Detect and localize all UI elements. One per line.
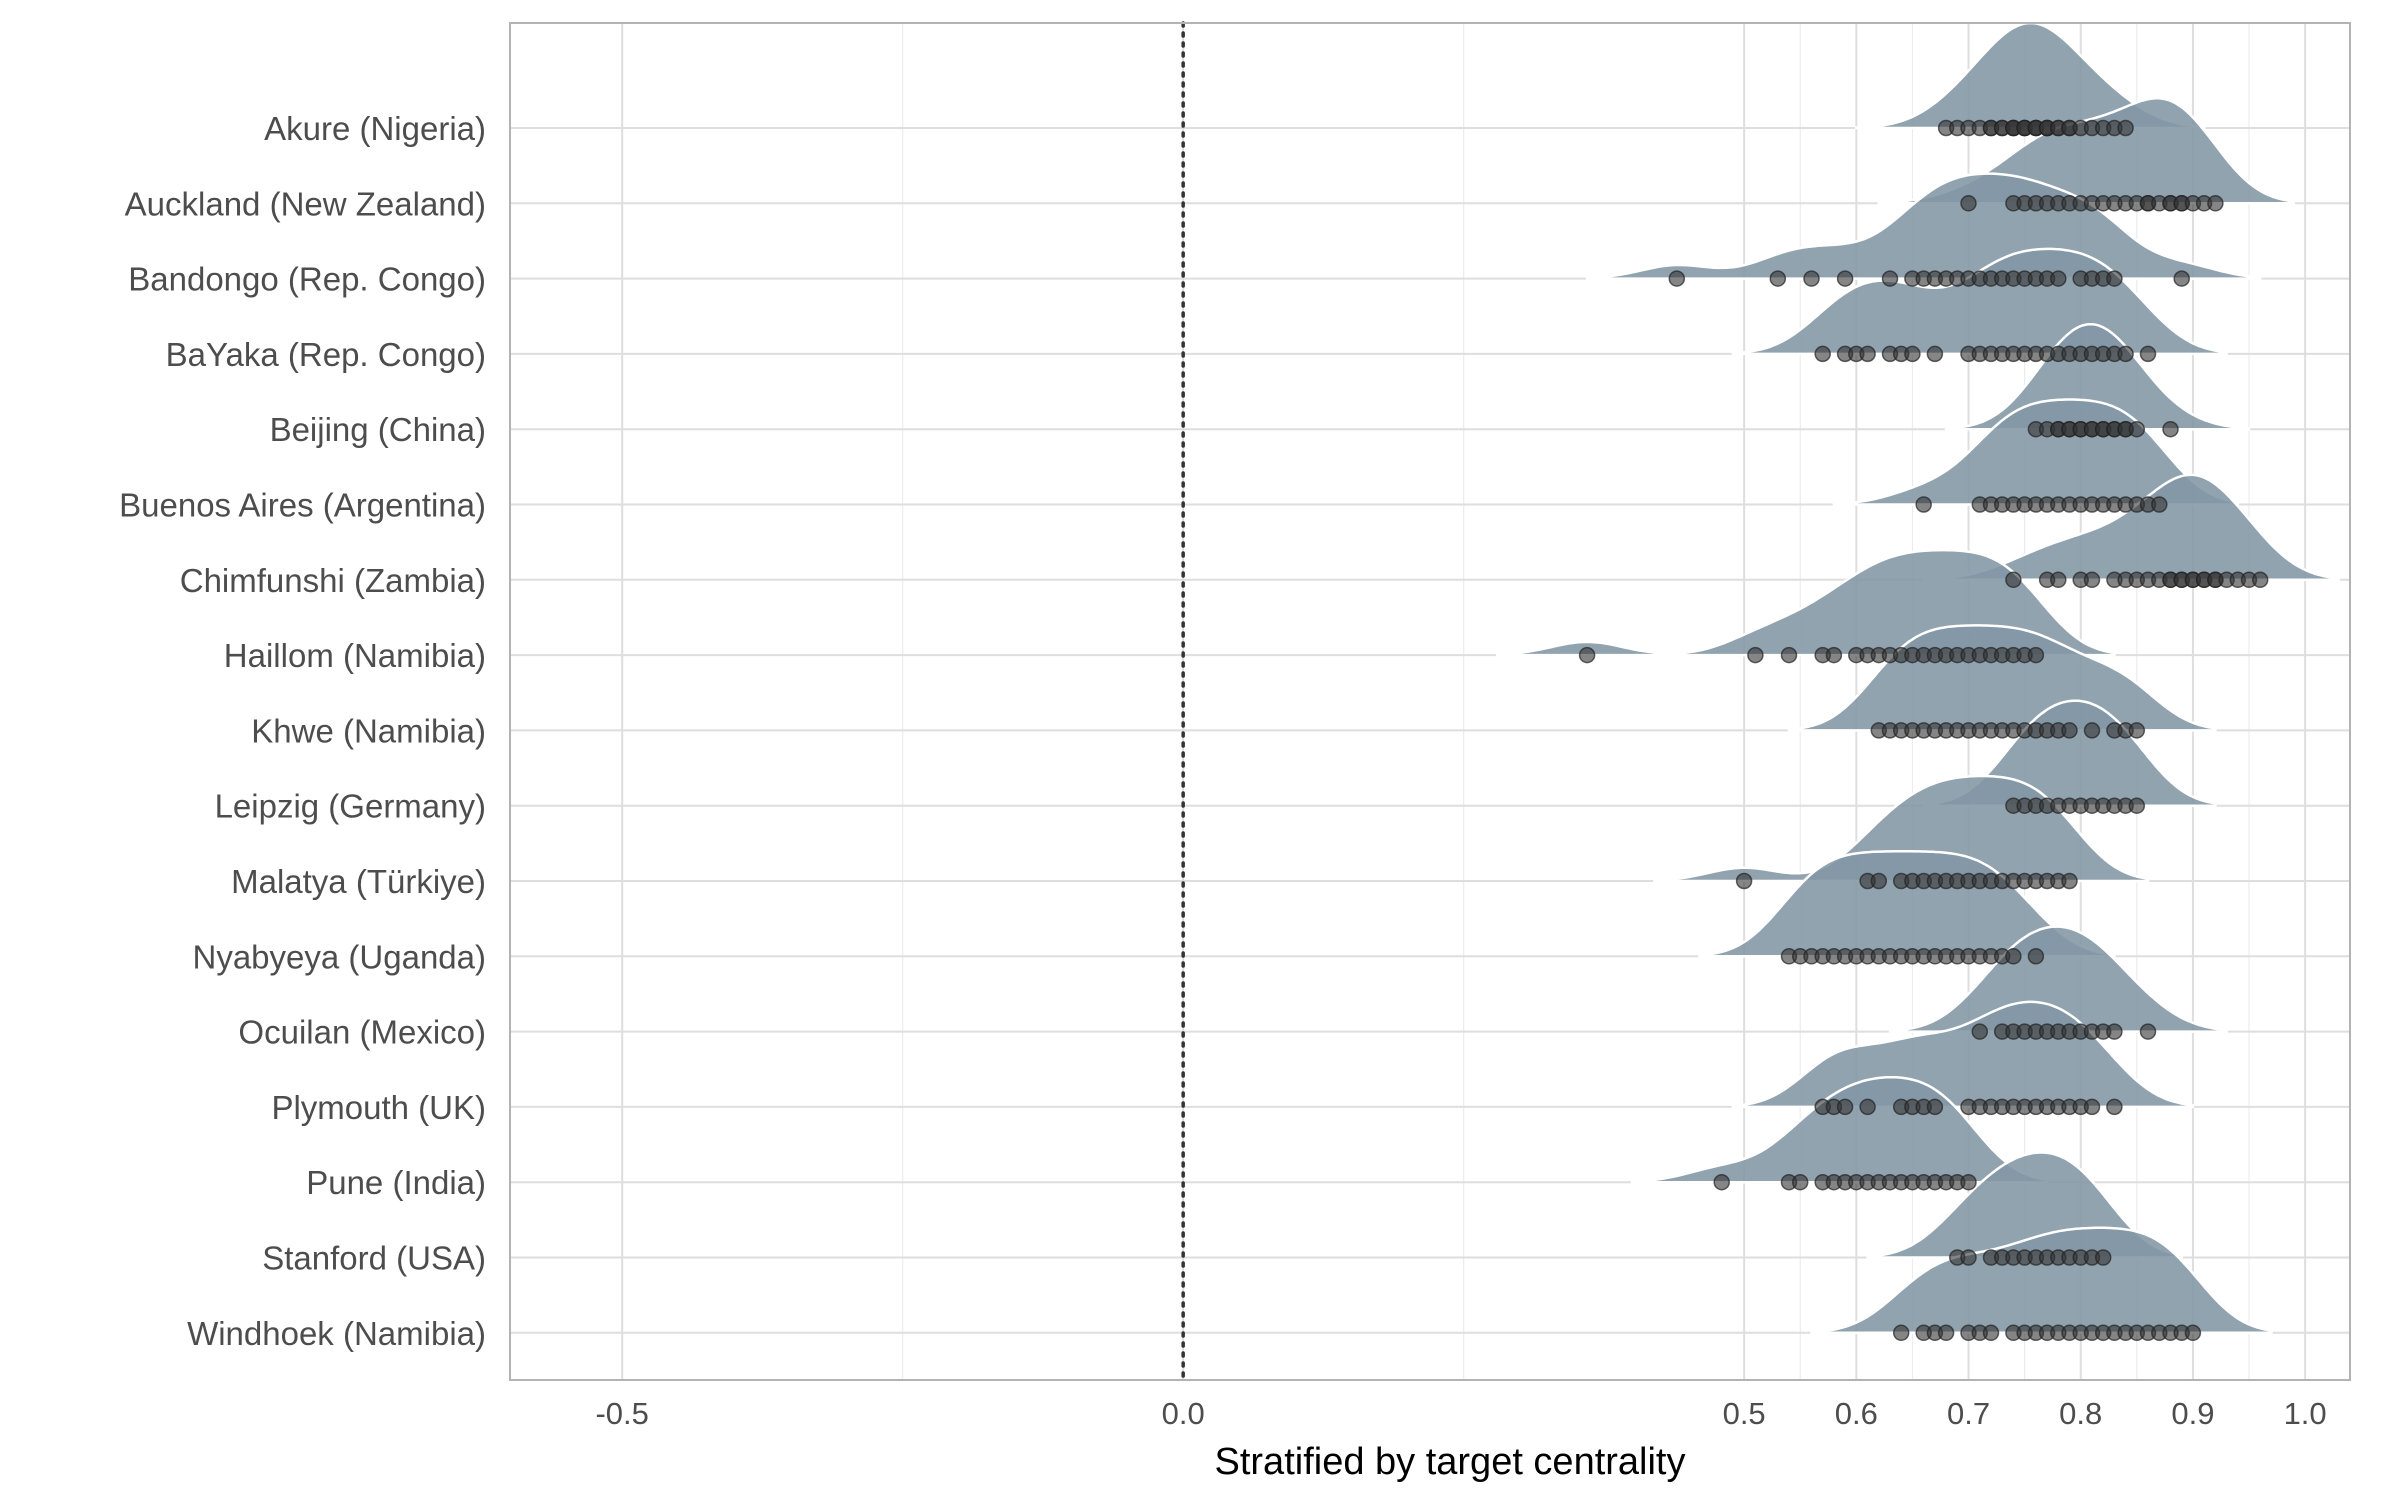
data-point [2139, 1023, 2157, 1040]
data-point [2083, 1098, 2101, 1116]
data-point [2061, 722, 2078, 739]
density-ridge [1787, 624, 2217, 732]
panel-border [509, 22, 2351, 1381]
data-point [2128, 420, 2146, 438]
data-point [2151, 496, 2168, 513]
data-point [2005, 571, 2022, 589]
y-tick-label: Auckland (New Zealand) [125, 185, 486, 222]
y-tick-label: Leipzig (Germany) [215, 788, 486, 825]
y-tick-label: Khwe (Namibia) [251, 712, 486, 749]
density-ridge [1630, 1075, 2049, 1184]
y-tick-label: Chimfunshi (Zambia) [180, 562, 486, 599]
y-tick-label: Malatya (Türkiye) [231, 863, 486, 900]
x-tick-label: 0.9 [2171, 1396, 2214, 1431]
data-point [1780, 646, 1798, 664]
x-tick-label: -0.5 [595, 1396, 648, 1431]
data-point [1960, 1249, 1977, 1266]
data-point [2128, 797, 2146, 814]
y-tick-label: Stanford (USA) [262, 1240, 486, 1277]
x-tick-label: 1.0 [2284, 1396, 2327, 1431]
data-point [1859, 1098, 1876, 1116]
y-tick-label: Haillom (Namibia) [224, 637, 486, 674]
y-tick-labels: Akure (Nigeria) Auckland (New Zealand) Ban… [119, 110, 486, 1352]
y-tick-label: Ocuilan (Mexico) [238, 1014, 486, 1051]
data-point [2083, 571, 2101, 589]
data-point [1971, 1023, 1989, 1040]
data-point [2050, 270, 2067, 287]
data-point [2128, 722, 2146, 739]
data-point [1825, 646, 1843, 664]
data-point [1803, 270, 1820, 287]
data-point [1926, 345, 1944, 363]
data-point [1769, 270, 1787, 287]
density-ridge [1698, 850, 2116, 958]
y-tick-label: Buenos Aires (Argentina) [119, 487, 486, 524]
x-tick-labels: -0.5 0.0 0.5 0.6 0.7 0.8 0.9 1.0 [595, 1396, 2326, 1431]
data-points [1578, 119, 2269, 1342]
density-ridges [1496, 21, 2341, 1335]
data-point [2106, 270, 2123, 287]
density-ridge [1944, 322, 2251, 431]
x-tick-label: 0.0 [1162, 1396, 1205, 1431]
data-point [1915, 496, 1932, 513]
data-point [1578, 646, 1596, 664]
y-tick-label: Plymouth (UK) [271, 1089, 486, 1126]
y-tick-label: Bandongo (Rep. Congo) [128, 261, 486, 298]
data-point [2050, 571, 2067, 589]
x-axis-title: Stratified by target centrality [1215, 1441, 1686, 1483]
data-point [1960, 1173, 1977, 1191]
density-ridge [1585, 172, 2262, 280]
y-tick-label: Beijing (China) [270, 411, 486, 448]
density-ridge [1810, 1226, 2273, 1335]
data-point [1836, 1098, 1854, 1116]
density-ridge [1888, 925, 2228, 1033]
data-point [1892, 1324, 1910, 1342]
y-tick-label: Pune (India) [306, 1164, 486, 1201]
data-point [1926, 1098, 1944, 1116]
data-point [1937, 1324, 1955, 1342]
data-point [1982, 1324, 2000, 1342]
data-point [1960, 195, 1977, 212]
data-point [2139, 345, 2157, 363]
y-tick-label: BaYaka (Rep. Congo) [166, 336, 486, 373]
data-point [2106, 1098, 2123, 1116]
data-point [2106, 1023, 2123, 1040]
data-point [1881, 270, 1899, 287]
data-point [2184, 1324, 2202, 1342]
data-point [2083, 722, 2101, 739]
data-point [2005, 948, 2022, 965]
x-tick-label: 0.5 [1723, 1396, 1766, 1431]
y-tick-label: Nyabyeya (Uganda) [193, 938, 487, 975]
data-point [2173, 270, 2190, 287]
data-point [2061, 872, 2078, 890]
data-point [1735, 872, 1753, 890]
data-point [1904, 345, 1921, 363]
x-tick-label: 0.8 [2059, 1396, 2102, 1431]
data-point [1747, 646, 1764, 664]
y-tick-label: Akure (Nigeria) [264, 110, 486, 147]
data-point [1791, 1173, 1809, 1191]
data-point [2251, 571, 2269, 589]
data-point [2207, 195, 2224, 212]
data-point [1870, 872, 1888, 890]
data-point [2094, 1249, 2112, 1266]
x-tick-label: 0.6 [1835, 1396, 1878, 1431]
data-point [2117, 345, 2134, 363]
data-point [2162, 420, 2179, 438]
y-tick-label: Windhoek (Namibia) [187, 1315, 486, 1352]
data-point [2027, 646, 2045, 664]
x-tick-label: 0.7 [1947, 1396, 1990, 1431]
data-point [1668, 270, 1686, 287]
data-point [1713, 1173, 1730, 1191]
data-point [2027, 948, 2045, 965]
data-point [1814, 345, 1831, 363]
data-point [1836, 270, 1854, 287]
data-point [1859, 345, 1876, 363]
data-point [2117, 119, 2134, 137]
